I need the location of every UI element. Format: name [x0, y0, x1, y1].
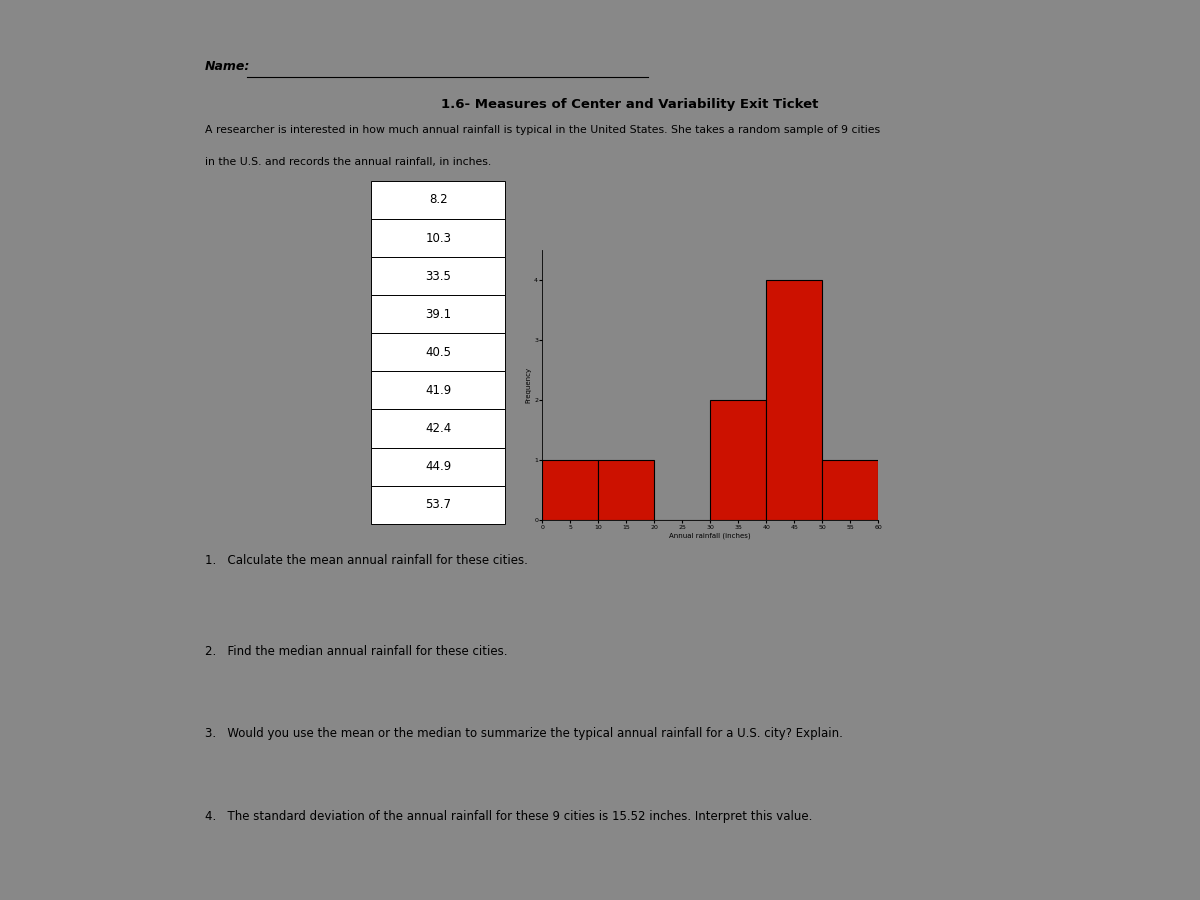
Bar: [542, 461, 599, 520]
Text: 39.1: 39.1: [425, 308, 451, 320]
Text: 2.   Find the median annual rainfall for these cities.: 2. Find the median annual rainfall for t…: [205, 644, 508, 658]
FancyBboxPatch shape: [371, 372, 505, 410]
FancyBboxPatch shape: [371, 333, 505, 372]
Text: 40.5: 40.5: [425, 346, 451, 359]
Text: in the U.S. and records the annual rainfall, in inches.: in the U.S. and records the annual rainf…: [205, 157, 491, 166]
Bar: [710, 400, 767, 520]
Text: 1.6- Measures of Center and Variability Exit Ticket: 1.6- Measures of Center and Variability …: [442, 97, 818, 111]
Text: 8.2: 8.2: [428, 194, 448, 206]
Text: 53.7: 53.7: [425, 498, 451, 511]
Text: 42.4: 42.4: [425, 422, 451, 435]
Text: 1.   Calculate the mean annual rainfall for these cities.: 1. Calculate the mean annual rainfall fo…: [205, 554, 528, 566]
Text: 41.9: 41.9: [425, 384, 451, 397]
X-axis label: Annual rainfall (inches): Annual rainfall (inches): [670, 532, 751, 539]
FancyBboxPatch shape: [371, 486, 505, 524]
FancyBboxPatch shape: [371, 219, 505, 257]
Bar: [822, 461, 878, 520]
FancyBboxPatch shape: [371, 295, 505, 333]
FancyBboxPatch shape: [371, 447, 505, 486]
Text: 33.5: 33.5: [425, 270, 451, 283]
FancyBboxPatch shape: [371, 410, 505, 447]
Text: 4.   The standard deviation of the annual rainfall for these 9 cities is 15.52 i: 4. The standard deviation of the annual …: [205, 810, 812, 824]
Text: A researcher is interested in how much annual rainfall is typical in the United : A researcher is interested in how much a…: [205, 125, 880, 135]
FancyBboxPatch shape: [371, 257, 505, 295]
Text: 44.9: 44.9: [425, 460, 451, 473]
Bar: [599, 461, 654, 520]
Y-axis label: Frequency: Frequency: [526, 367, 532, 403]
Bar: [767, 281, 822, 520]
Text: Name:: Name:: [205, 60, 251, 73]
Text: 10.3: 10.3: [425, 231, 451, 245]
Text: 3.   Would you use the mean or the median to summarize the typical annual rainfa: 3. Would you use the mean or the median …: [205, 727, 842, 741]
FancyBboxPatch shape: [371, 181, 505, 219]
